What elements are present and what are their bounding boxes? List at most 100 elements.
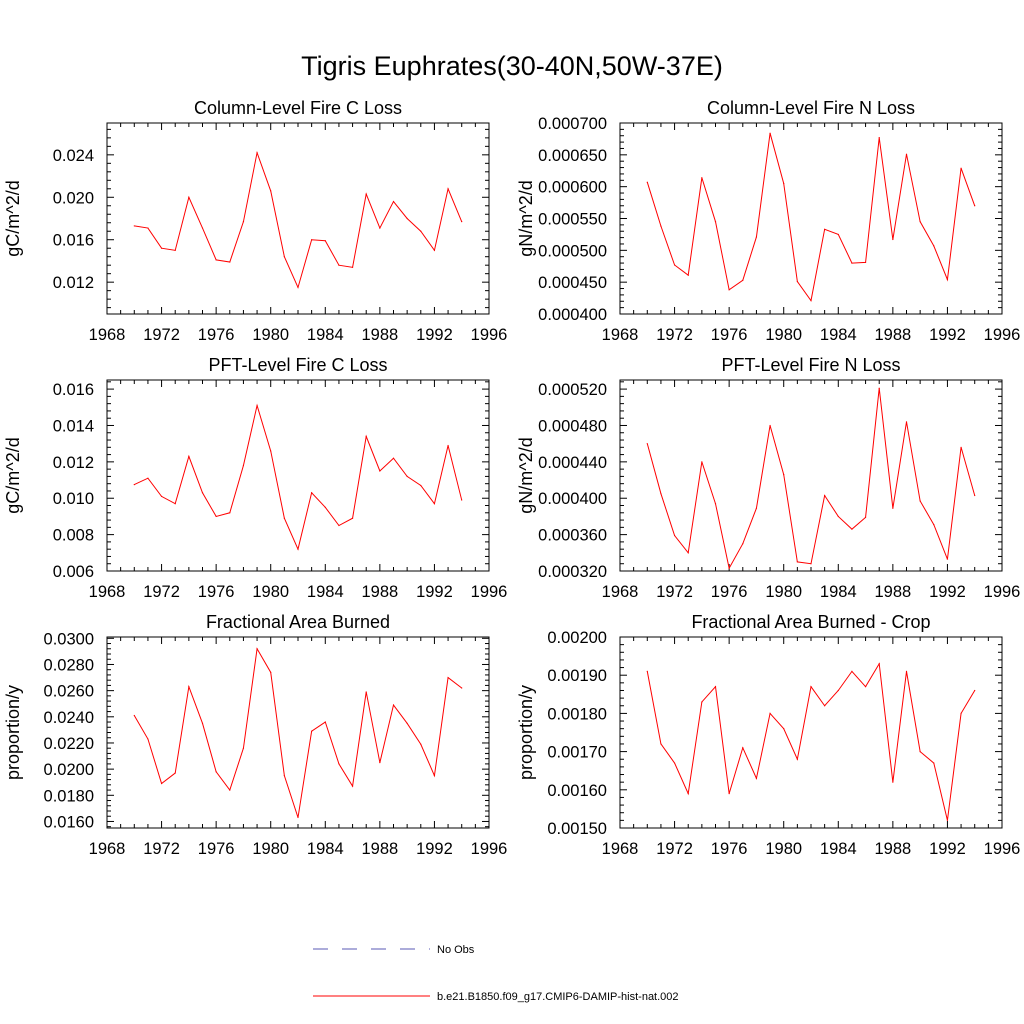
data-point	[433, 775, 436, 777]
data-point	[687, 793, 689, 795]
data-point	[133, 483, 135, 486]
data-point	[420, 484, 422, 487]
data-point	[311, 239, 313, 241]
data-point	[660, 493, 662, 495]
data-point	[864, 516, 867, 518]
data-point	[215, 259, 217, 261]
data-point	[201, 227, 204, 229]
data-point	[188, 196, 190, 198]
data-point	[215, 771, 217, 773]
y-tick-label: 0.000550	[538, 211, 607, 229]
data-point	[960, 167, 962, 169]
data-point	[742, 747, 744, 749]
data-point	[147, 738, 149, 740]
x-tick-label: 1988	[361, 326, 398, 344]
data-point	[714, 686, 717, 688]
y-tick-label: 0.010	[53, 490, 94, 508]
x-tick-label: 1984	[307, 840, 344, 858]
data-point	[160, 247, 163, 249]
data-point	[406, 722, 408, 724]
data-point	[646, 670, 648, 672]
data-point	[892, 781, 894, 783]
data-point	[946, 279, 949, 281]
data-point	[933, 245, 935, 247]
data-point	[311, 492, 313, 494]
y-tick-label: 0.012	[53, 454, 94, 472]
y-tick-label: 0.0300	[44, 630, 94, 648]
data-point	[256, 404, 258, 407]
x-tick-label: 1968	[89, 840, 126, 858]
y-tick-label: 0.0280	[44, 656, 94, 674]
y-tick-label: 0.00150	[547, 820, 607, 838]
y-tick-label: 0.000520	[538, 381, 607, 399]
data-point	[687, 274, 689, 276]
panel-title: Fractional Area Burned - Crop	[691, 612, 930, 632]
x-tick-label: 1984	[820, 326, 857, 344]
x-tick-label: 1992	[416, 583, 453, 601]
x-tick-label: 1976	[711, 326, 748, 344]
data-point	[701, 701, 703, 703]
x-tick-label: 1992	[929, 326, 966, 344]
plot-frame	[619, 636, 1003, 829]
y-tick-label: 0.0220	[44, 735, 94, 753]
data-point	[755, 236, 758, 238]
data-point	[755, 507, 758, 509]
y-tick-label: 0.000600	[538, 179, 607, 197]
data-point	[728, 567, 730, 569]
y-tick-label: 0.000400	[538, 306, 607, 324]
y-tick-label: 0.006	[53, 563, 94, 581]
data-point	[392, 457, 395, 459]
x-tick-label: 1988	[874, 840, 911, 858]
data-point	[201, 492, 204, 494]
data-point	[933, 524, 935, 526]
data-point	[283, 775, 285, 777]
data-point	[824, 494, 826, 497]
y-tick-label: 0.012	[53, 274, 94, 292]
x-tick-label: 1968	[602, 326, 639, 344]
x-tick-label: 1988	[361, 583, 398, 601]
data-point	[215, 515, 217, 518]
data-point	[229, 261, 231, 263]
series-line	[646, 388, 976, 570]
data-point	[769, 132, 771, 134]
data-point	[174, 249, 176, 251]
y-axis-label: proportion/y	[516, 685, 536, 780]
y-tick-label: 0.000360	[538, 527, 607, 545]
data-point	[447, 676, 449, 679]
y-tick-label: 0.000480	[538, 417, 607, 435]
data-point	[351, 517, 354, 519]
data-point	[714, 503, 717, 505]
data-point	[960, 446, 962, 448]
y-tick-label: 0.0160	[44, 813, 94, 831]
data-point	[755, 777, 758, 779]
panel-title: Column-Level Fire N Loss	[707, 98, 915, 118]
data-point	[783, 182, 785, 185]
data-point	[769, 424, 771, 427]
x-tick-label: 1996	[984, 326, 1021, 344]
data-point	[933, 762, 935, 764]
data-point	[837, 233, 839, 236]
data-point	[160, 495, 163, 498]
chart-panel-1: Column-Level Fire C Loss gC/m^2/d 1968 1972…	[3, 98, 507, 344]
y-tick-label: 0.0240	[44, 709, 94, 727]
data-point	[660, 225, 662, 227]
series-line	[134, 150, 463, 289]
x-tick-label: 1976	[198, 326, 235, 344]
data-point	[433, 503, 436, 505]
x-tick-label: 1976	[198, 583, 235, 601]
y-tick-label: 0.000700	[538, 115, 607, 133]
y-tick-label: 0.000450	[538, 274, 607, 292]
data-point	[256, 152, 258, 154]
chart-panel-6: Fractional Area Burned - Crop proportion/…	[516, 612, 1020, 858]
y-tick-label: 0.0180	[44, 787, 94, 805]
y-tick-label: 0.00200	[547, 629, 607, 647]
legend-label-no-obs: No Obs	[437, 944, 475, 956]
data-point	[905, 153, 908, 155]
data-point	[283, 256, 285, 258]
x-tick-label: 1972	[143, 583, 180, 601]
y-tick-label: 0.000440	[538, 454, 607, 472]
data-point	[147, 477, 149, 479]
y-tick-label: 0.000500	[538, 242, 607, 260]
x-tick-label: 1984	[820, 840, 857, 858]
data-point	[461, 221, 463, 223]
